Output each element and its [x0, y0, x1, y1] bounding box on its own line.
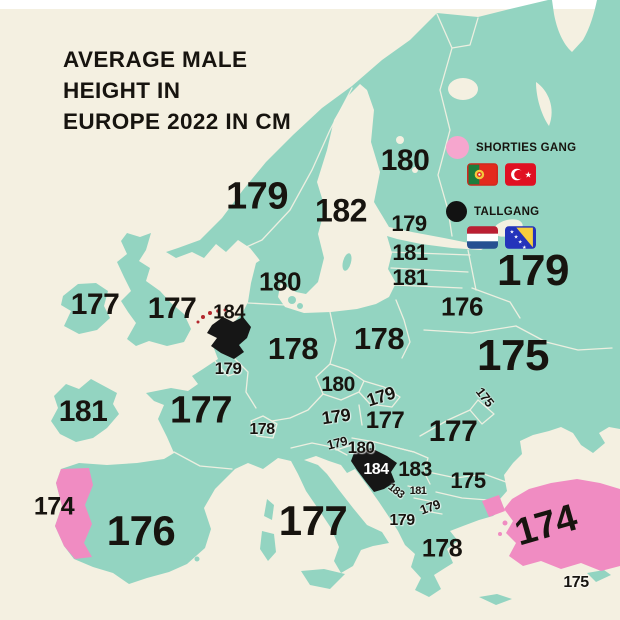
svg-text:★: ★: [514, 235, 519, 241]
country-turkey-european-part: [482, 495, 505, 517]
country-turkey: [504, 479, 620, 571]
island-cyprus: [587, 570, 611, 582]
island-ireland: [61, 283, 110, 334]
title-line-1: AVERAGE MALE: [63, 47, 248, 72]
page-title: AVERAGE MALE HEIGHT IN EUROPE 2022 IN CM: [63, 44, 291, 137]
title-line-2: HEIGHT IN: [63, 78, 181, 103]
island-gotland: [342, 253, 352, 271]
island-great-britain: [117, 233, 191, 346]
country-netherlands: [207, 317, 251, 359]
shorties-gang-row: SHORTIES GANG: [446, 136, 596, 159]
svg-text:★: ★: [525, 169, 532, 179]
bosnia-flag-icon: ★ ★ ★ ★: [505, 226, 536, 249]
shorties-gang-dot: [446, 136, 469, 159]
portugal-flag-icon: [467, 163, 498, 186]
frisian-islet-5: [196, 320, 200, 324]
island-sardinia: [260, 531, 276, 561]
legend: SHORTIES GANG ★: [446, 136, 596, 249]
landmass-continent: [55, 0, 620, 597]
shorties-gang-label: SHORTIES GANG: [476, 141, 577, 154]
frisian-islet-1: [201, 315, 205, 319]
island-crete: [479, 594, 512, 605]
frisian-islet-4: [223, 308, 227, 312]
island-balearic-1: [183, 553, 189, 559]
frisian-islet-2: [208, 311, 212, 315]
island-balearic-2: [194, 556, 200, 562]
frisian-islet-3: [216, 309, 220, 313]
netherlands-flag-icon: [467, 226, 498, 249]
lake-finland-1: [396, 136, 404, 144]
island-sicily: [301, 569, 345, 589]
white-sea-inlet: [536, 82, 552, 126]
svg-text:★: ★: [518, 240, 523, 246]
island-funen: [297, 303, 303, 309]
country-bosnia: [351, 448, 397, 492]
country-portugal: [55, 468, 93, 559]
svg-text:★: ★: [510, 229, 515, 235]
title-line-3: EUROPE 2022 IN CM: [63, 109, 292, 134]
tallgang-flags: ★ ★ ★ ★: [467, 226, 596, 249]
island-zealand: [288, 296, 296, 304]
lake-onega: [448, 78, 478, 100]
tallgang-dot: [446, 201, 467, 222]
island-iceland: [51, 379, 119, 442]
turkey-flag-icon: ★: [505, 163, 536, 186]
shorties-flags: ★: [467, 163, 596, 186]
island-corsica: [264, 499, 274, 520]
tallgang-label: TALLGANG: [474, 205, 540, 218]
tallgang-row: TALLGANG: [446, 201, 596, 222]
svg-text:★: ★: [522, 245, 527, 249]
lake-finland-2: [412, 167, 418, 173]
country-borders: [173, 13, 613, 521]
top-border: [0, 0, 620, 9]
turkey-coast-islet-2: [498, 532, 502, 536]
turkey-coast-islet-1: [502, 520, 508, 526]
